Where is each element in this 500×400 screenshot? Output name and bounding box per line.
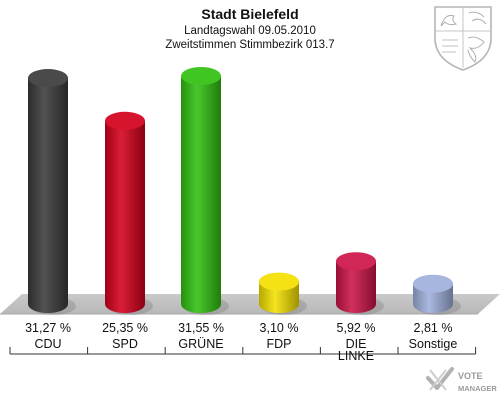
bar-sonstige <box>413 274 461 315</box>
bars-group <box>28 67 461 315</box>
value-label: 2,81 % <box>414 321 453 335</box>
category-label: CDU <box>34 337 61 351</box>
category-axis <box>9 347 477 355</box>
bar-top <box>413 274 453 293</box>
bar-body <box>336 261 376 313</box>
watermark-line1: VOTE <box>458 371 483 381</box>
chart-subtitle-district: Zweitstimmen Stimmbezirk 013.7 <box>165 39 334 51</box>
chart-title: Stadt Bielefeld <box>201 6 298 22</box>
value-label: 31,55 % <box>178 321 224 335</box>
bar-fdp <box>259 272 307 315</box>
bar-body <box>181 76 221 313</box>
category-label: LINKE <box>338 349 374 363</box>
bar-die-linke <box>336 252 384 315</box>
bar-body <box>259 281 299 313</box>
value-label: 31,27 % <box>25 321 71 335</box>
bar-top <box>336 252 376 271</box>
coat-of-arms-icon <box>434 6 492 71</box>
bar-spd <box>105 111 153 315</box>
bar-body <box>105 120 145 313</box>
bar-body <box>28 78 68 313</box>
bar-cdu <box>28 69 76 315</box>
value-label: 5,92 % <box>337 321 376 335</box>
vote-manager-watermark: VOTE MANAGER <box>426 367 497 393</box>
checkmark-icon <box>426 367 454 391</box>
category-label: FDP <box>267 337 292 351</box>
bar-top <box>105 111 145 130</box>
value-label: 25,35 % <box>102 321 148 335</box>
bar-grüne <box>181 67 229 315</box>
bar-top <box>259 272 299 291</box>
category-label: Sonstige <box>409 337 458 351</box>
category-label: DIE <box>346 337 367 351</box>
value-labels-group: 31,27 % 25,35 % 31,55 % 3,10 % 5,92 % 2,81 % <box>25 321 452 335</box>
chart-subtitle-date: Landtagswahl 09.05.2010 <box>184 25 316 37</box>
watermark-line2: MANAGER <box>458 384 497 393</box>
bar-top <box>181 67 221 85</box>
value-label: 3,10 % <box>260 321 299 335</box>
bar-top <box>28 69 68 88</box>
category-label: GRÜNE <box>178 337 223 351</box>
category-label: SPD <box>112 337 138 351</box>
